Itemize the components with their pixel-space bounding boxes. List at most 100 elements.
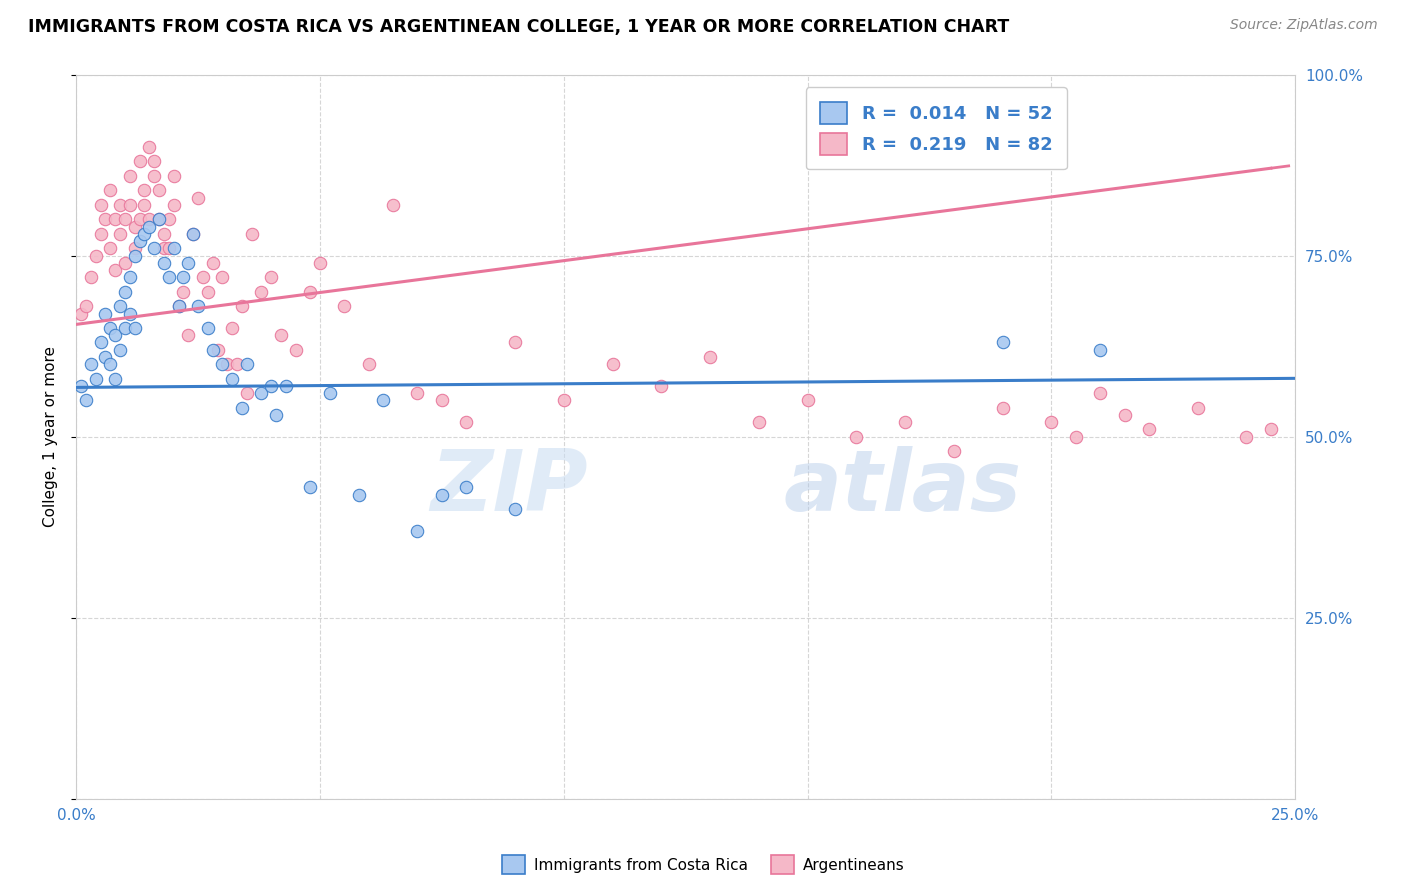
- Point: [456, 480, 478, 494]
- Point: [181, 227, 204, 241]
- Point: [104, 328, 127, 343]
- Point: [309, 256, 332, 270]
- Point: [191, 270, 214, 285]
- Point: [157, 241, 180, 255]
- Point: [226, 357, 249, 371]
- Point: [894, 415, 917, 429]
- Point: [172, 285, 194, 299]
- Point: [118, 270, 141, 285]
- Point: [430, 487, 453, 501]
- Point: [153, 227, 176, 241]
- Point: [138, 140, 160, 154]
- Point: [167, 299, 190, 313]
- Point: [177, 256, 200, 270]
- Point: [134, 183, 156, 197]
- Point: [236, 386, 259, 401]
- Point: [197, 321, 219, 335]
- Point: [181, 227, 204, 241]
- Point: [406, 386, 429, 401]
- Point: [75, 393, 97, 408]
- Point: [430, 393, 453, 408]
- Point: [70, 306, 93, 320]
- Point: [108, 299, 131, 313]
- Point: [128, 212, 150, 227]
- Point: [94, 306, 117, 320]
- Legend: Immigrants from Costa Rica, Argentineans: Immigrants from Costa Rica, Argentineans: [495, 849, 911, 880]
- Point: [118, 169, 141, 183]
- Text: ZIP: ZIP: [430, 446, 588, 529]
- Point: [748, 415, 770, 429]
- Point: [207, 343, 229, 357]
- Point: [75, 299, 97, 313]
- Point: [148, 212, 170, 227]
- Text: atlas: atlas: [783, 446, 1021, 529]
- Point: [80, 270, 103, 285]
- Point: [373, 393, 395, 408]
- Point: [94, 350, 117, 364]
- Point: [503, 502, 526, 516]
- Point: [124, 241, 146, 255]
- Point: [98, 241, 121, 255]
- Point: [108, 227, 131, 241]
- Point: [98, 183, 121, 197]
- Point: [991, 335, 1014, 350]
- Point: [177, 328, 200, 343]
- Point: [221, 372, 243, 386]
- Point: [118, 198, 141, 212]
- Point: [1234, 430, 1257, 444]
- Point: [1260, 422, 1282, 436]
- Point: [845, 430, 868, 444]
- Point: [114, 285, 136, 299]
- Point: [124, 219, 146, 234]
- Point: [148, 183, 170, 197]
- Point: [1064, 430, 1087, 444]
- Point: [382, 198, 405, 212]
- Point: [157, 270, 180, 285]
- Point: [114, 256, 136, 270]
- Text: Source: ZipAtlas.com: Source: ZipAtlas.com: [1230, 18, 1378, 32]
- Point: [796, 393, 818, 408]
- Point: [134, 198, 156, 212]
- Point: [138, 219, 160, 234]
- Point: [347, 487, 370, 501]
- Point: [650, 379, 672, 393]
- Point: [1137, 422, 1160, 436]
- Text: IMMIGRANTS FROM COSTA RICA VS ARGENTINEAN COLLEGE, 1 YEAR OR MORE CORRELATION CH: IMMIGRANTS FROM COSTA RICA VS ARGENTINEA…: [28, 18, 1010, 36]
- Point: [104, 263, 127, 277]
- Point: [84, 249, 107, 263]
- Point: [1114, 408, 1136, 422]
- Point: [211, 357, 233, 371]
- Point: [138, 212, 160, 227]
- Point: [357, 357, 380, 371]
- Point: [70, 379, 93, 393]
- Point: [124, 249, 146, 263]
- Point: [236, 357, 259, 371]
- Point: [118, 306, 141, 320]
- Point: [942, 444, 965, 458]
- Point: [602, 357, 624, 371]
- Point: [456, 415, 478, 429]
- Point: [221, 321, 243, 335]
- Y-axis label: College, 1 year or more: College, 1 year or more: [44, 346, 58, 527]
- Point: [114, 212, 136, 227]
- Point: [98, 321, 121, 335]
- Point: [128, 234, 150, 248]
- Point: [406, 524, 429, 538]
- Point: [153, 241, 176, 255]
- Point: [187, 299, 209, 313]
- Point: [1088, 386, 1111, 401]
- Point: [240, 227, 263, 241]
- Point: [90, 227, 112, 241]
- Point: [104, 212, 127, 227]
- Point: [1040, 415, 1063, 429]
- Point: [94, 212, 117, 227]
- Point: [90, 335, 112, 350]
- Point: [333, 299, 356, 313]
- Point: [167, 299, 190, 313]
- Point: [250, 285, 273, 299]
- Point: [299, 285, 322, 299]
- Point: [991, 401, 1014, 415]
- Point: [187, 191, 209, 205]
- Point: [163, 169, 186, 183]
- Point: [217, 357, 239, 371]
